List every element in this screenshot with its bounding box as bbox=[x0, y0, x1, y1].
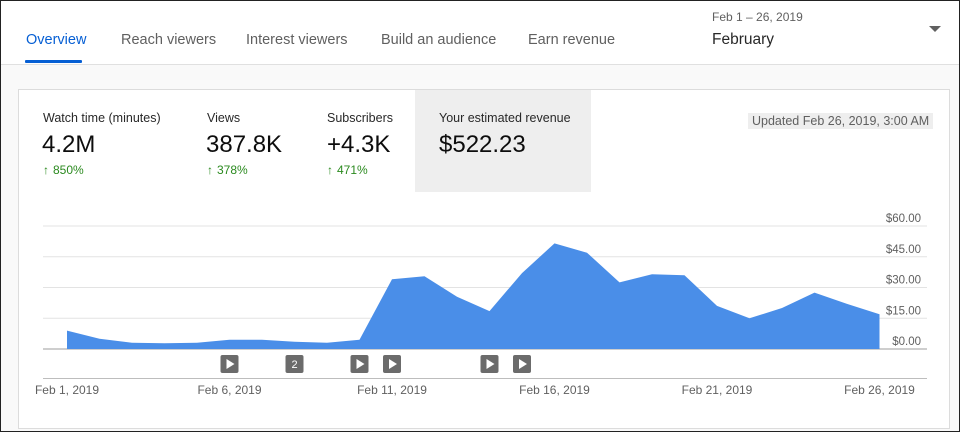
tab-overview[interactable]: Overview bbox=[26, 32, 87, 48]
metric-label: Views bbox=[207, 111, 241, 125]
arrow-up-icon: ↑ bbox=[43, 163, 49, 177]
analytics-top-bar: Overview Reach viewers Interest viewers … bbox=[1, 1, 959, 65]
updated-timestamp: Updated Feb 26, 2019, 3:00 AM bbox=[748, 113, 934, 129]
play-icon bbox=[486, 359, 495, 369]
metric-value: $522.23 bbox=[439, 131, 526, 158]
play-icon bbox=[519, 359, 527, 369]
x-tick-label: Feb 6, 2019 bbox=[197, 383, 261, 397]
x-tick-label: Feb 26, 2019 bbox=[844, 383, 915, 397]
x-tick-label: Feb 21, 2019 bbox=[682, 383, 753, 397]
video-marker[interactable] bbox=[480, 355, 499, 373]
arrow-up-icon: ↑ bbox=[327, 163, 333, 177]
video-marker[interactable] bbox=[350, 355, 369, 373]
play-icon bbox=[389, 359, 397, 369]
y-tick-label: $0.00 bbox=[892, 336, 921, 348]
tab-reach-viewers[interactable]: Reach viewers bbox=[121, 32, 217, 48]
metric-delta-value: 471% bbox=[337, 163, 368, 177]
y-tick-label: $45.00 bbox=[886, 244, 921, 256]
video-marker[interactable] bbox=[220, 355, 239, 373]
metric-delta: ↑ 378% bbox=[207, 163, 248, 177]
metric-value: 4.2M bbox=[42, 131, 96, 158]
metric-label: Watch time (minutes) bbox=[43, 111, 161, 125]
revenue-area-series bbox=[67, 243, 880, 349]
video-marker[interactable] bbox=[383, 355, 401, 373]
metric-value: 387.8K bbox=[206, 131, 283, 158]
metric-value: +4.3K bbox=[327, 131, 391, 158]
y-tick-label: $30.00 bbox=[886, 275, 921, 287]
date-range-label: February bbox=[712, 31, 775, 48]
x-tick-label: Feb 1, 2019 bbox=[35, 383, 99, 397]
tab-earn-revenue[interactable]: Earn revenue bbox=[528, 32, 616, 48]
metric-label: Subscribers bbox=[327, 111, 393, 125]
metric-estimated-revenue[interactable]: Your estimated revenue $522.23 bbox=[415, 90, 591, 192]
metric-delta: ↑ 850% bbox=[43, 163, 84, 177]
revenue-chart: $60.00 $45.00 $30.00 $15.00 $0.00 2 Feb 1, 2… bbox=[35, 213, 927, 397]
metric-label: Your estimated revenue bbox=[439, 111, 571, 125]
dropdown-arrow-icon[interactable] bbox=[929, 26, 941, 32]
tab-interest-viewers[interactable]: Interest viewers bbox=[246, 32, 348, 48]
video-marker[interactable]: 2 bbox=[285, 355, 304, 373]
metric-delta-value: 378% bbox=[217, 163, 248, 177]
play-icon bbox=[226, 359, 235, 369]
metric-views[interactable]: Views 387.8K ↑ 378% bbox=[184, 90, 309, 192]
y-tick-label: $15.00 bbox=[886, 305, 921, 317]
video-marker[interactable] bbox=[513, 355, 531, 373]
x-tick-label: Feb 11, 2019 bbox=[357, 383, 427, 397]
metric-subscribers[interactable]: Subscribers +4.3K ↑ 471% bbox=[309, 90, 415, 192]
x-tick-label: Feb 16, 2019 bbox=[519, 383, 590, 397]
y-tick-label: $60.00 bbox=[886, 213, 921, 225]
tab-build-an-audience[interactable]: Build an audience bbox=[381, 32, 497, 48]
arrow-up-icon: ↑ bbox=[207, 163, 213, 177]
metric-delta: ↑ 471% bbox=[327, 163, 368, 177]
metric-delta-value: 850% bbox=[53, 163, 84, 177]
marker-count: 2 bbox=[291, 359, 297, 371]
date-range-subtitle: Feb 1 – 26, 2019 bbox=[712, 10, 803, 24]
active-tab-indicator bbox=[25, 60, 82, 63]
metric-watch-time[interactable]: Watch time (minutes) 4.2M ↑ 850% bbox=[19, 90, 184, 192]
revenue-overview-card: Watch time (minutes) 4.2M ↑ 850% Views 38… bbox=[18, 89, 950, 429]
play-icon bbox=[356, 359, 365, 369]
